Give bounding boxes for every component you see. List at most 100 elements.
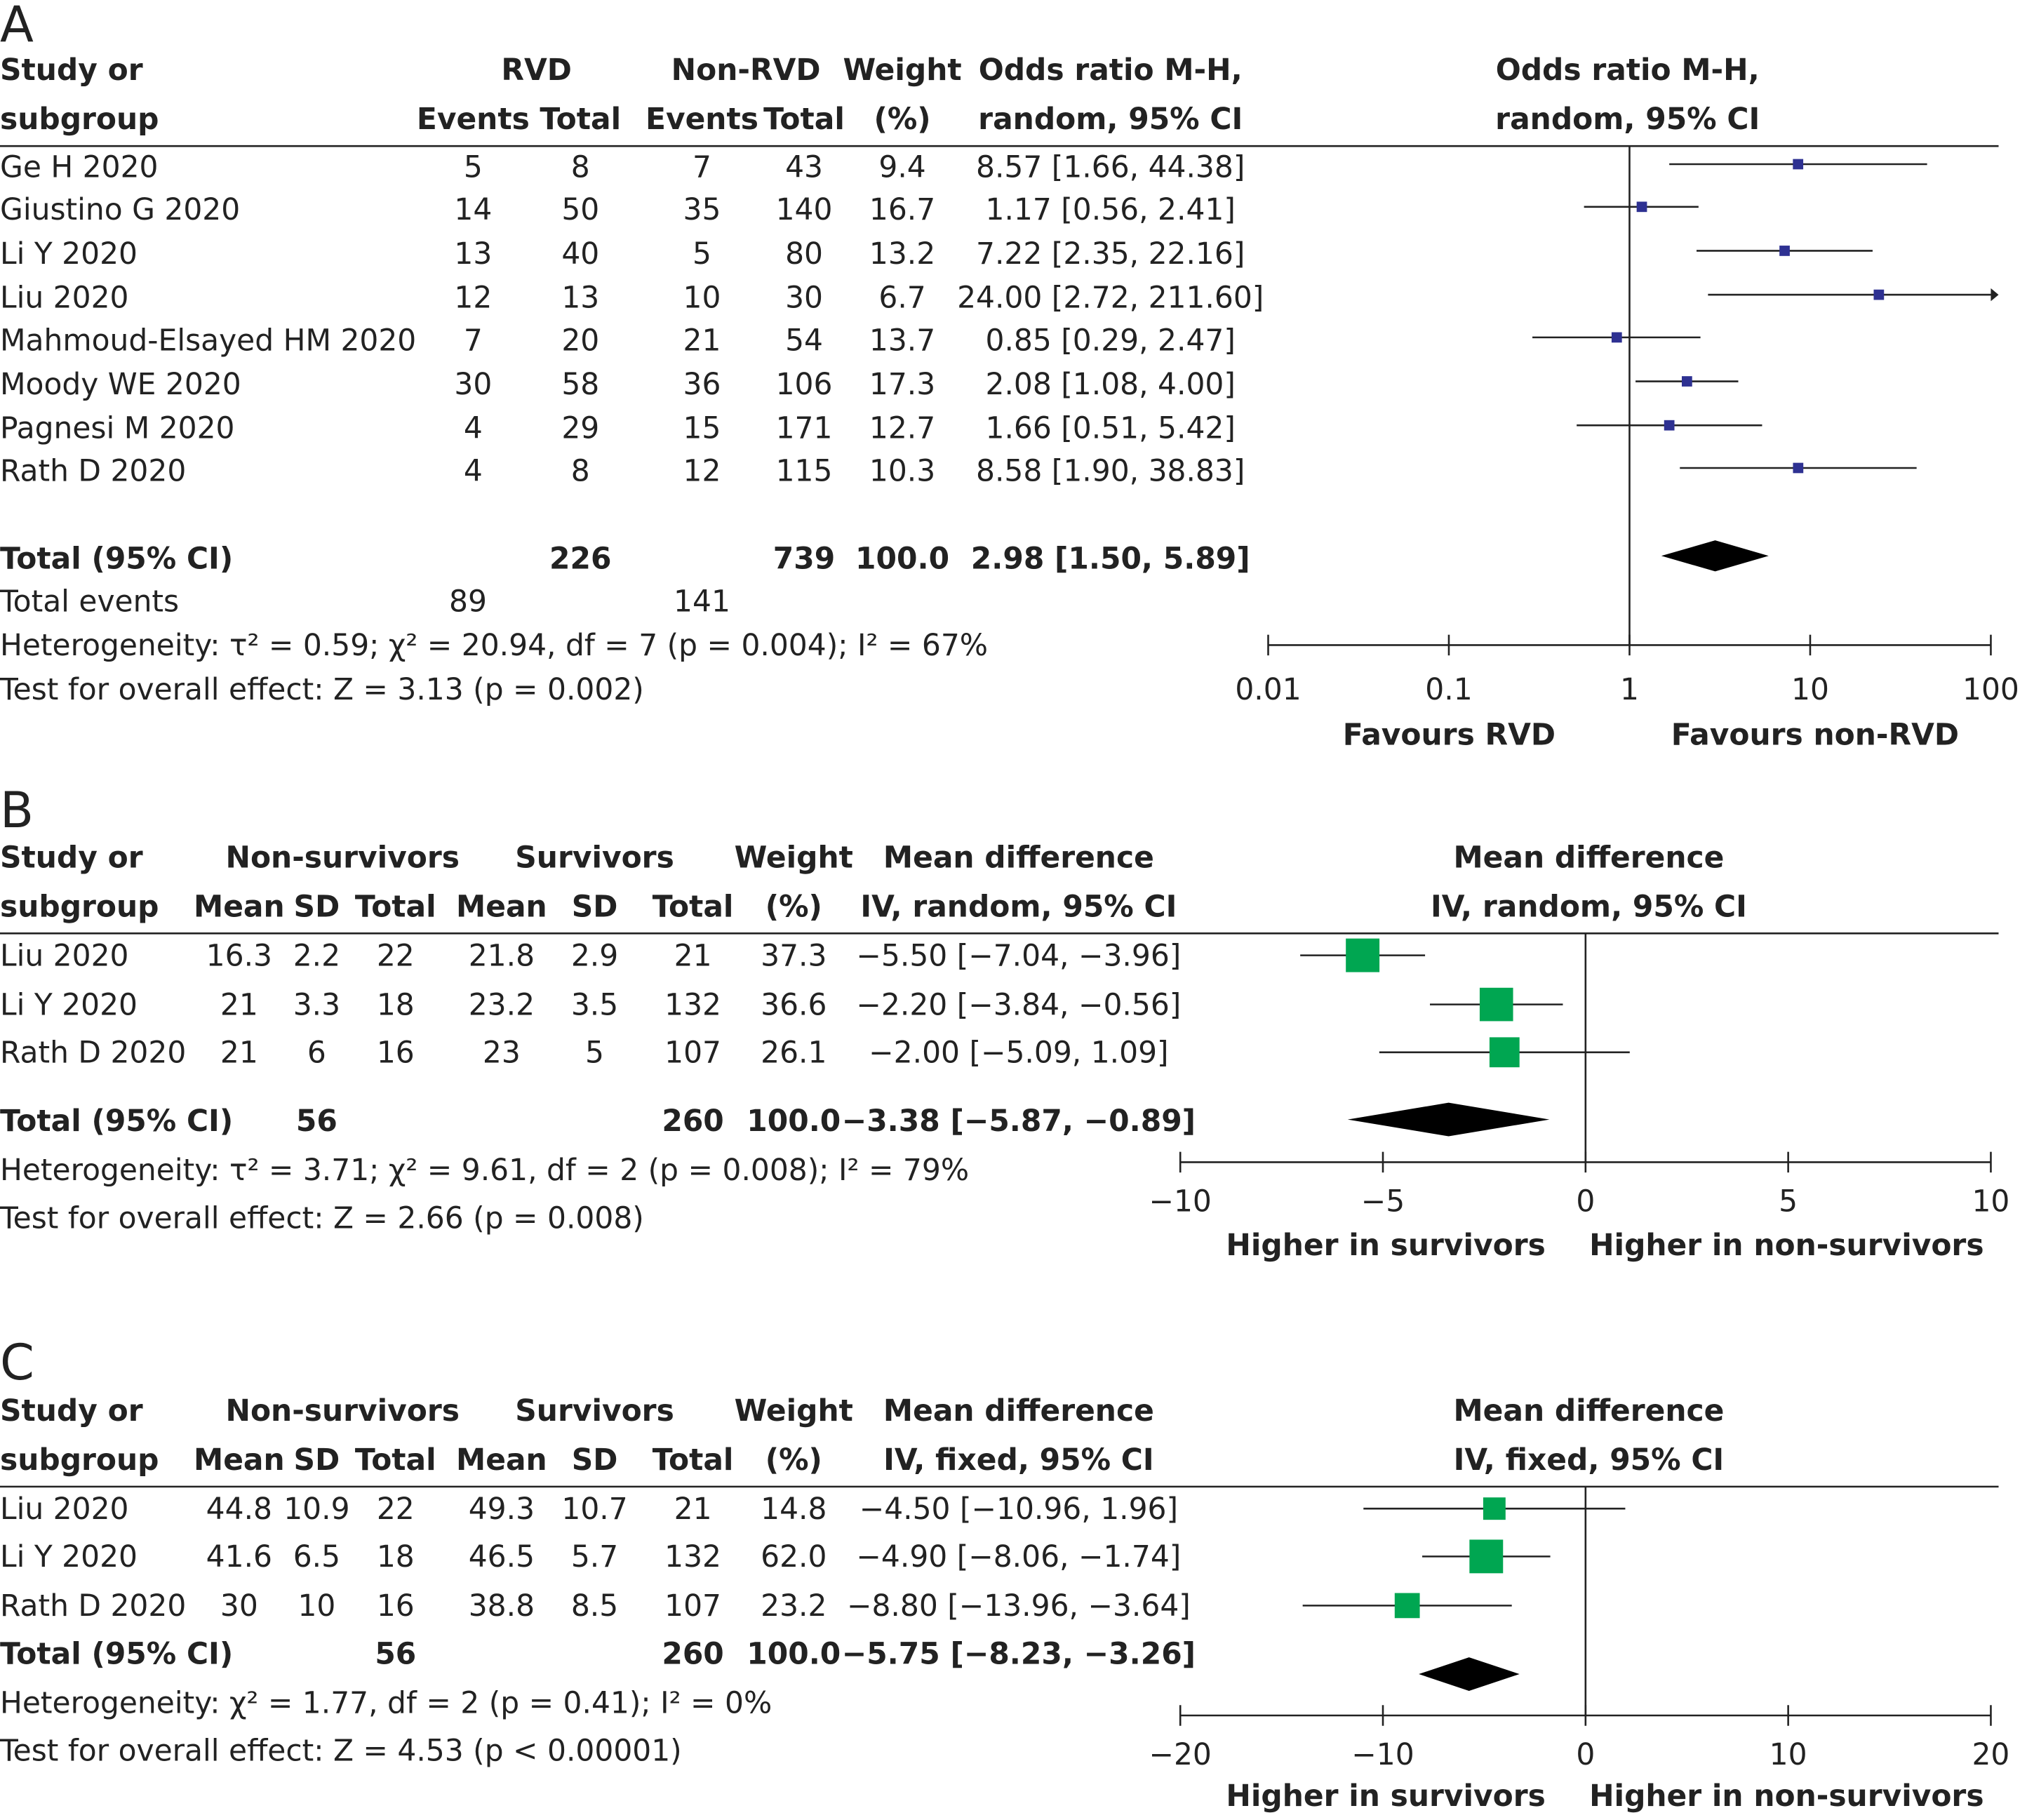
a-total-diamond [1661,540,1769,572]
b-row-mean1: 16.3 [206,938,272,972]
c-total-weight: 100.0 [747,1636,841,1671]
b-row-total1: 18 [377,987,415,1022]
c-header-effect-1: Mean difference [883,1393,1154,1428]
a-row-ci: 7.22 [2.35, 22.16] [976,236,1245,271]
c-row-sd1: 10 [297,1588,335,1623]
a-total-events-e1: 89 [449,584,487,619]
a-point-marker [1636,201,1647,213]
panel-b-letter: B [0,782,34,839]
b-total-label: Total (95% CI) [0,1104,233,1138]
c-row-study: Rath D 2020 [0,1588,186,1623]
a-row-events2: 35 [683,192,721,227]
b-total-weight: 100.0 [747,1104,841,1138]
a-row-total2: 30 [785,281,823,315]
a-total-label: Total (95% CI) [0,542,233,576]
c-row-total1: 16 [377,1588,415,1623]
a-row-weight: 12.7 [869,411,935,446]
c-point-marker [1469,1539,1504,1574]
a-axis-tick-label: 0.01 [1235,672,1301,707]
c-row-sd2: 5.7 [571,1539,618,1574]
a-axis-tick-label: 100 [1962,672,2019,707]
b-axis-tick-label: 5 [1779,1184,1798,1218]
b-header-g1-total: Total [355,889,436,923]
panel-a-letter: A [0,0,34,53]
b-row-total1: 22 [377,938,415,972]
a-row-events2: 36 [683,367,721,401]
c-row-ci: −4.50 [−10.96, 1.96] [859,1492,1178,1526]
a-row-ci: 24.00 [2.72, 211.60] [957,281,1264,315]
c-header-study-1: Study or [0,1393,143,1428]
a-header-group1: RVD [501,53,572,87]
b-favours-left: Higher in survivors [1226,1228,1545,1262]
c-point-marker [1394,1593,1420,1619]
a-row-ci: 8.57 [1.66, 44.38] [976,149,1245,184]
b-row-mean1: 21 [220,1036,258,1070]
a-row-events2: 12 [683,453,721,488]
a-row-events2: 15 [683,411,721,446]
a-overall-effect: Test for overall effect: Z = 3.13 (p = 0… [0,672,644,707]
a-row-events2: 7 [693,149,711,184]
a-point-marker [1793,159,1804,170]
c-row-mean2: 38.8 [469,1588,535,1623]
a-header-g1-events: Events [417,102,530,136]
panel-a: A Study or subgroup RVD Non-RVD Events T… [0,0,2019,751]
b-row-total2: 107 [664,1036,721,1070]
c-total-ci: −5.75 [−8.23, −3.26] [842,1636,1196,1671]
b-row-ci: −2.20 [−3.84, −0.56] [856,987,1181,1022]
c-row-weight: 23.2 [761,1588,827,1623]
c-row-mean1: 30 [220,1588,258,1623]
c-header-g2-total: Total [653,1443,734,1477]
a-row-events1: 4 [464,411,483,446]
b-point-marker [1489,1037,1520,1068]
a-row-events1: 12 [454,281,492,315]
a-row-study: Moody WE 2020 [0,367,241,401]
a-plot-area: 0.01 0.1 1 10 100 [1235,146,2019,707]
b-header-group1: Non-survivors [226,840,460,874]
a-header-group2: Non-RVD [671,53,821,87]
a-row-weight: 6.7 [878,281,925,315]
c-header-weight-2: (%) [765,1443,822,1477]
b-row-study: Li Y 2020 [0,987,138,1022]
b-plot-header-2: IV, random, 95% CI [1431,889,1747,923]
a-total-events-label: Total events [0,584,179,619]
a-header-g2-events: Events [645,102,758,136]
a-point-marker [1793,462,1804,474]
a-total-weight: 100.0 [855,542,949,576]
c-row-mean2: 49.3 [469,1492,535,1526]
b-row-total2: 132 [664,987,721,1022]
a-row-events2: 10 [683,281,721,315]
a-row-weight: 17.3 [869,367,935,401]
c-row-mean1: 41.6 [206,1539,272,1574]
b-row-total2: 21 [674,938,712,972]
a-row-total2: 54 [785,323,823,357]
a-row-total2: 140 [776,192,833,227]
a-row-events2: 21 [683,323,721,357]
a-total-n2: 739 [773,542,835,576]
c-row-study: Liu 2020 [0,1492,128,1526]
b-axis-tick-label: −10 [1149,1184,1211,1218]
b-header-group2: Survivors [515,840,674,874]
c-header-group2: Survivors [515,1393,674,1428]
b-row-sd1: 2.2 [293,938,340,972]
c-row-total1: 22 [377,1492,415,1526]
b-row-study: Rath D 2020 [0,1036,186,1070]
a-row-total1: 40 [561,236,599,271]
c-row-sd2: 10.7 [561,1492,627,1526]
a-row-weight: 9.4 [878,149,925,184]
a-header-g1-total: Total [540,102,621,136]
c-row-total2: 21 [674,1492,712,1526]
b-total-n2: 260 [662,1104,723,1138]
a-row-events1: 7 [464,323,483,357]
b-axis-tick-label: 10 [1972,1184,2009,1218]
a-point-marker [1681,376,1692,387]
a-row-total2: 115 [776,453,833,488]
a-row-weight: 16.7 [869,192,935,227]
a-row-study: Giustino G 2020 [0,192,240,227]
b-row-sd1: 3.3 [293,987,340,1022]
a-row-total1: 8 [571,453,590,488]
c-overall-effect: Test for overall effect: Z = 4.53 (p < 0… [0,1733,682,1767]
a-row-study: Rath D 2020 [0,453,186,488]
c-axis-tick-label: 0 [1576,1737,1595,1772]
